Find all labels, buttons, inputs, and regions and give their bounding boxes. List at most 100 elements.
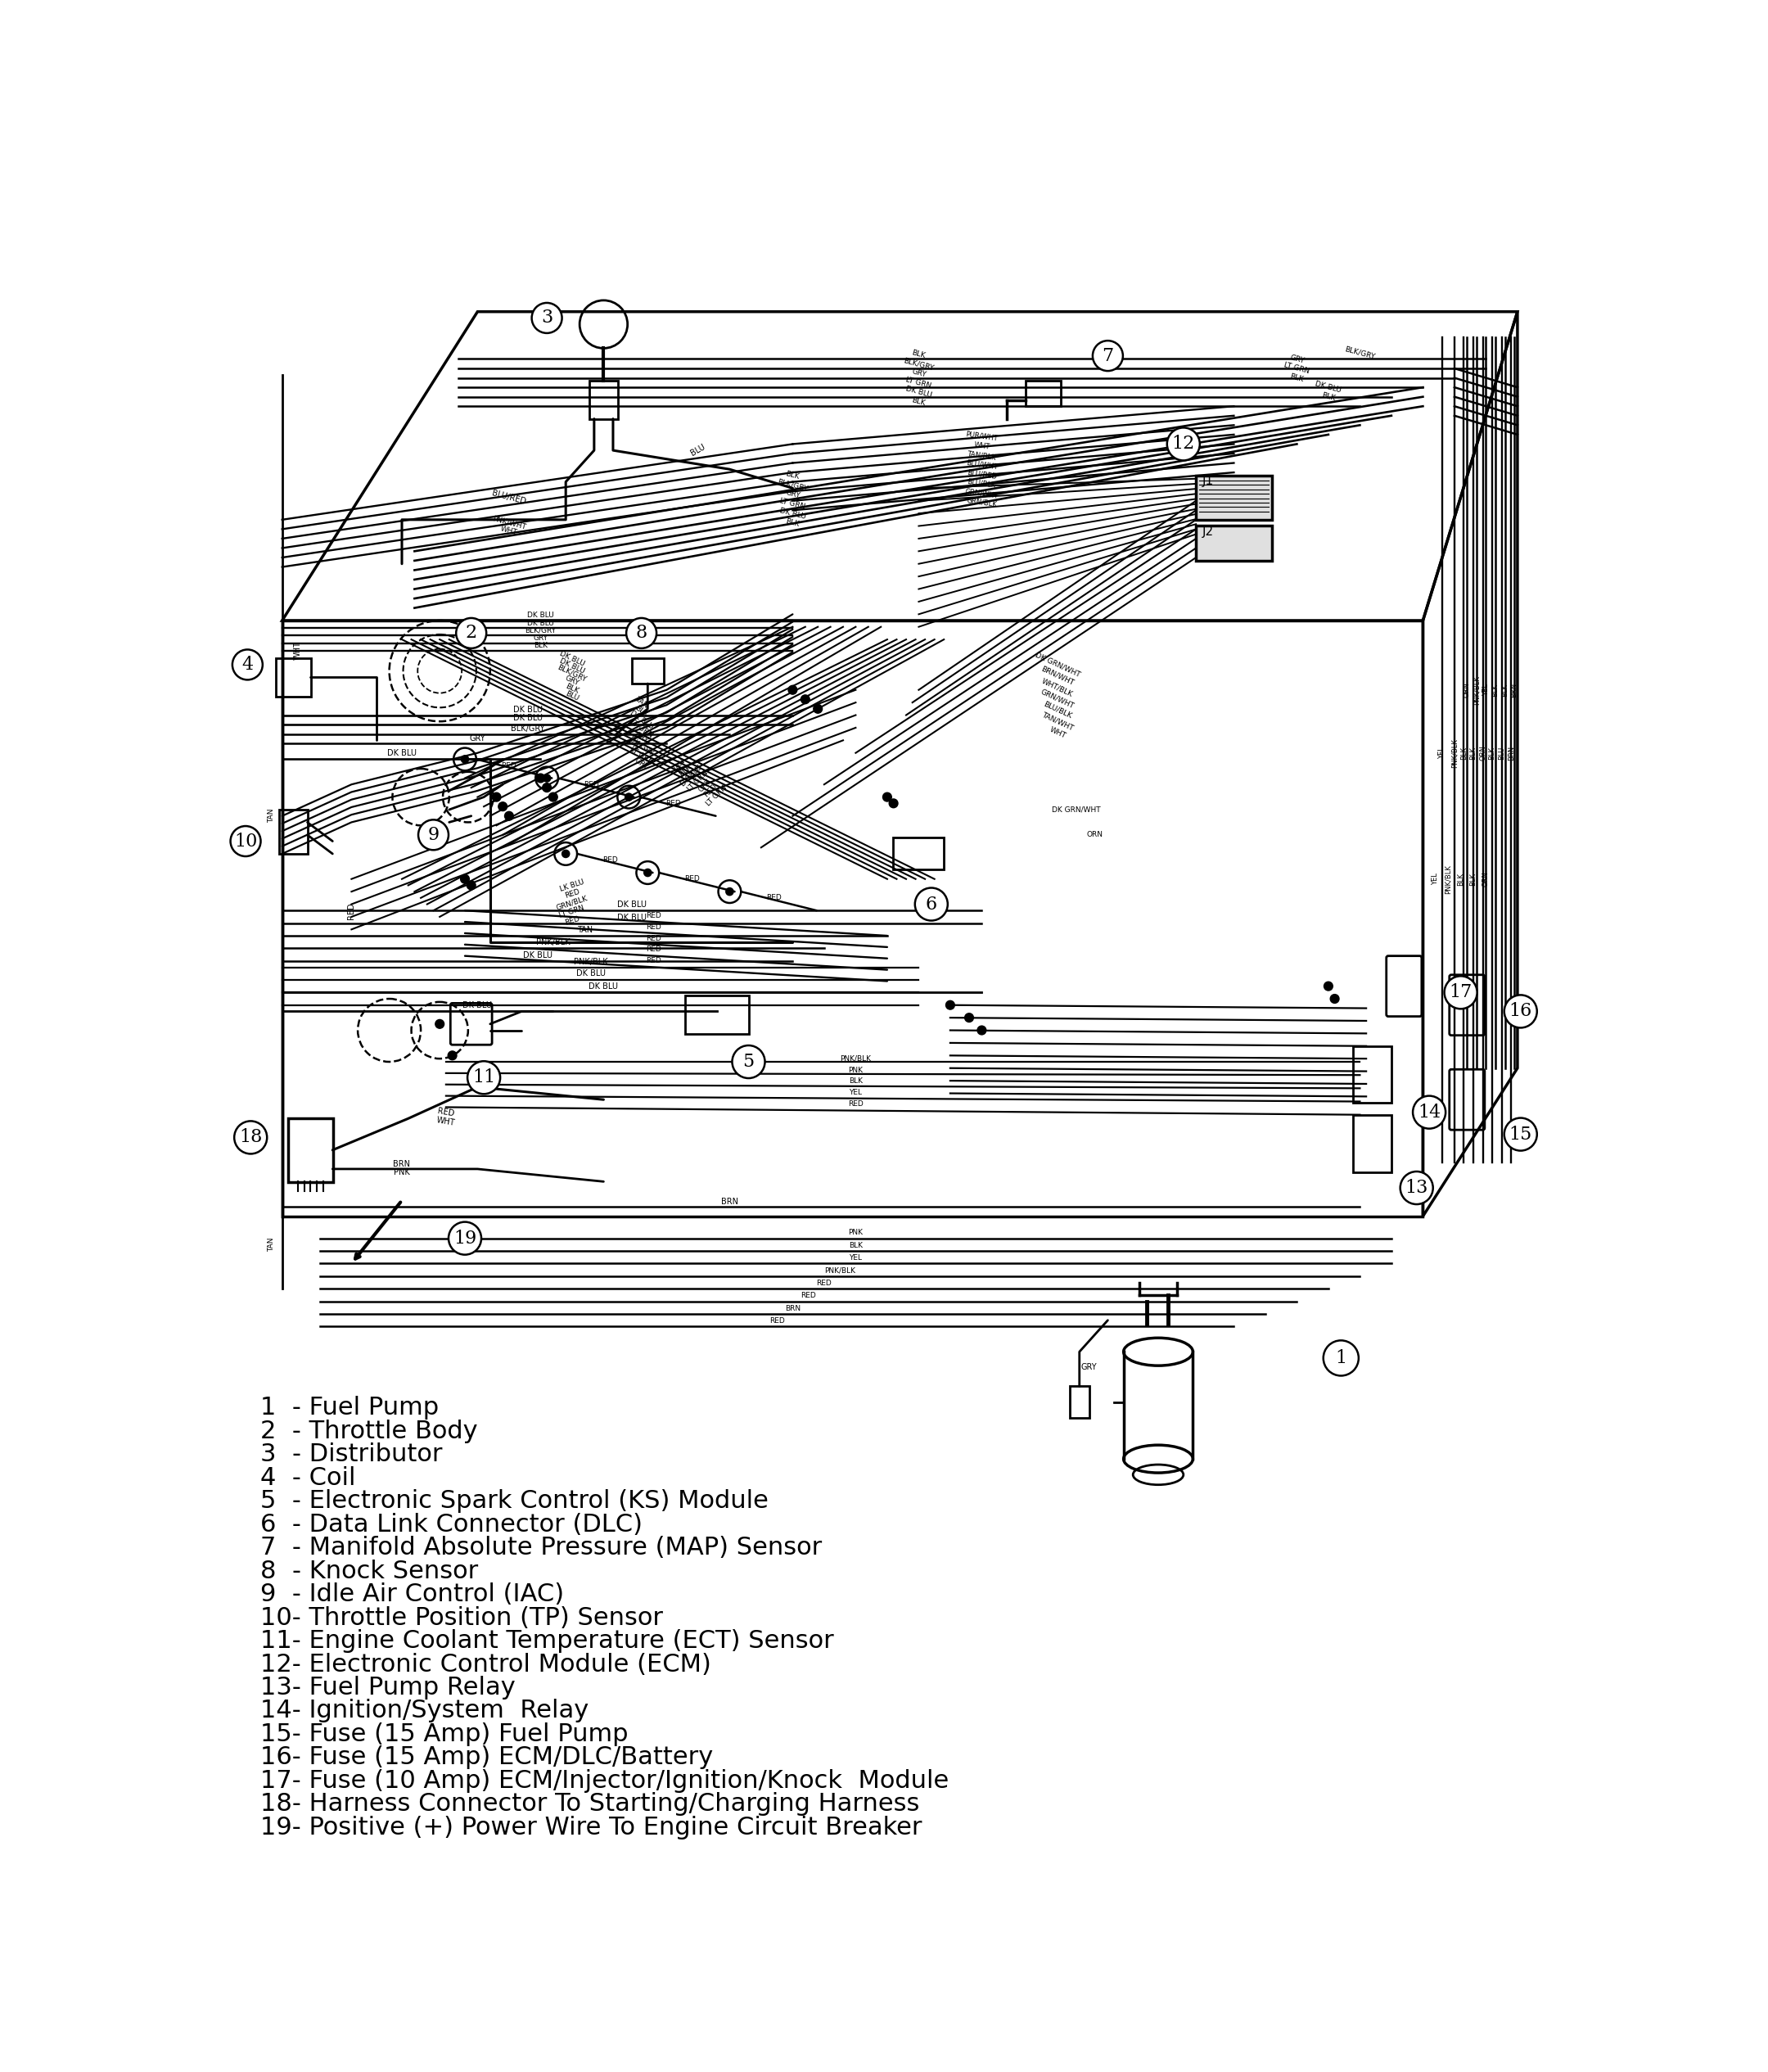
Text: 12: 12 xyxy=(1172,435,1195,454)
Text: DK BLU: DK BLU xyxy=(559,649,585,667)
Text: RED: RED xyxy=(684,874,700,883)
Text: GRY: GRY xyxy=(911,369,926,379)
Text: 7  - Manifold Absolute Pressure (MAP) Sensor: 7 - Manifold Absolute Pressure (MAP) Sen… xyxy=(260,1535,822,1560)
Text: WHT: WHT xyxy=(972,441,990,452)
Text: YEL: YEL xyxy=(1432,872,1439,885)
Text: PNK/BLK: PNK/BLK xyxy=(1444,864,1452,893)
Text: 10- Throttle Position (TP) Sensor: 10- Throttle Position (TP) Sensor xyxy=(260,1606,663,1629)
Text: 1: 1 xyxy=(1335,1349,1347,1368)
Text: 9: 9 xyxy=(428,827,438,843)
Text: 3  - Distributor: 3 - Distributor xyxy=(260,1442,442,1467)
Text: BLK: BLK xyxy=(849,1241,863,1249)
Text: RED: RED xyxy=(849,1100,863,1109)
Text: DK GRN/WHT: DK GRN/WHT xyxy=(1052,806,1101,814)
Text: RED: RED xyxy=(817,1278,831,1287)
Text: BRN/WHT: BRN/WHT xyxy=(1040,665,1075,686)
Text: DK GRY: DK GRY xyxy=(628,736,654,758)
Text: LT GRN: LT GRN xyxy=(905,375,932,390)
Text: BLK: BLK xyxy=(633,704,649,719)
Text: BLK/GRY: BLK/GRY xyxy=(776,479,808,493)
Text: 13: 13 xyxy=(1406,1179,1429,1198)
Text: BLK: BLK xyxy=(534,642,548,649)
Text: BLK: BLK xyxy=(677,762,693,779)
Text: RED: RED xyxy=(564,914,580,926)
Text: RED: RED xyxy=(502,762,516,769)
Text: BLK/GRY: BLK/GRY xyxy=(511,725,545,733)
Text: LT GRN: LT GRN xyxy=(559,903,585,920)
Text: BLU: BLU xyxy=(564,690,580,702)
Text: DK BLU: DK BLU xyxy=(628,709,654,731)
Text: RED: RED xyxy=(665,800,681,806)
Text: DK GRN/WHT: DK GRN/WHT xyxy=(1034,651,1080,678)
Circle shape xyxy=(230,827,260,856)
Circle shape xyxy=(548,794,557,802)
Circle shape xyxy=(449,1222,481,1256)
Text: BLK/GRY: BLK/GRY xyxy=(525,628,557,634)
Circle shape xyxy=(1444,976,1476,1009)
Text: DK BLU: DK BLU xyxy=(527,611,553,620)
Circle shape xyxy=(232,649,263,680)
Circle shape xyxy=(626,794,633,802)
Text: BLK: BLK xyxy=(1289,373,1305,383)
Circle shape xyxy=(435,1019,444,1028)
Text: BLK: BLK xyxy=(785,470,801,481)
Text: RED: RED xyxy=(647,947,661,953)
Text: BRN: BRN xyxy=(721,1198,739,1206)
Text: LT GRN: LT GRN xyxy=(1284,361,1310,375)
Text: 1  - Fuel Pump: 1 - Fuel Pump xyxy=(260,1397,438,1419)
Circle shape xyxy=(543,783,552,792)
Text: 6: 6 xyxy=(925,895,937,914)
Text: 18- Harness Connector To Starting/Charging Harness: 18- Harness Connector To Starting/Chargi… xyxy=(260,1792,919,1817)
Text: PNK/BLK: PNK/BLK xyxy=(1452,738,1459,767)
Text: YEL: YEL xyxy=(1482,684,1490,696)
Circle shape xyxy=(1324,982,1333,990)
Text: BLK: BLK xyxy=(1469,746,1476,760)
Text: LK BLU: LK BLU xyxy=(559,879,585,893)
Text: YEL: YEL xyxy=(849,1254,863,1262)
Text: RED: RED xyxy=(564,889,580,899)
Text: J1: J1 xyxy=(1202,474,1215,487)
Circle shape xyxy=(492,794,500,802)
Text: GRY: GRY xyxy=(470,733,486,742)
Circle shape xyxy=(460,874,469,883)
Text: BLK: BLK xyxy=(1489,746,1496,760)
FancyBboxPatch shape xyxy=(1195,526,1271,562)
Text: RED: RED xyxy=(437,1106,454,1117)
Text: RED: RED xyxy=(766,895,781,901)
Text: BLK: BLK xyxy=(911,396,926,408)
Text: DK BLU: DK BLU xyxy=(523,951,552,959)
Circle shape xyxy=(536,773,545,783)
Text: PNK: PNK xyxy=(394,1169,410,1177)
Text: BLU/BLK: BLU/BLK xyxy=(967,479,997,489)
Circle shape xyxy=(727,887,734,895)
Text: BLU: BLU xyxy=(690,443,707,458)
Text: GRN/WHT: GRN/WHT xyxy=(965,487,999,499)
Text: LT GRN: LT GRN xyxy=(780,497,806,510)
Text: ORN: ORN xyxy=(1087,831,1103,839)
Text: RED: RED xyxy=(347,901,355,920)
Text: LT GRN: LT GRN xyxy=(629,746,654,767)
Text: 17: 17 xyxy=(1450,984,1473,1001)
Text: 16- Fuse (15 Amp) ECM/DLC/Battery: 16- Fuse (15 Amp) ECM/DLC/Battery xyxy=(260,1747,713,1769)
Text: RED: RED xyxy=(603,856,617,864)
Text: 12- Electronic Control Module (ECM): 12- Electronic Control Module (ECM) xyxy=(260,1653,711,1676)
Text: PNK/BLK: PNK/BLK xyxy=(824,1266,856,1274)
Text: LT GRN: LT GRN xyxy=(629,719,654,740)
Text: ORN: ORN xyxy=(1482,870,1490,887)
Text: RED: RED xyxy=(801,1293,817,1299)
Circle shape xyxy=(1330,995,1338,1003)
Text: PNK/BLK: PNK/BLK xyxy=(840,1055,872,1063)
Circle shape xyxy=(543,775,550,781)
Text: 5: 5 xyxy=(743,1053,755,1071)
Text: BRN: BRN xyxy=(1510,682,1519,698)
Text: 15: 15 xyxy=(1510,1125,1533,1144)
Text: BLK: BLK xyxy=(785,518,801,528)
Text: WHT: WHT xyxy=(437,1117,456,1127)
Text: DK BLU: DK BLU xyxy=(576,970,606,978)
Text: 11: 11 xyxy=(472,1069,495,1086)
Text: BRN: BRN xyxy=(1508,746,1515,760)
Circle shape xyxy=(474,1063,483,1073)
Text: DK BLU: DK BLU xyxy=(679,765,704,787)
Text: BRN: BRN xyxy=(392,1160,410,1169)
Text: TAN/BLK: TAN/BLK xyxy=(967,450,997,462)
